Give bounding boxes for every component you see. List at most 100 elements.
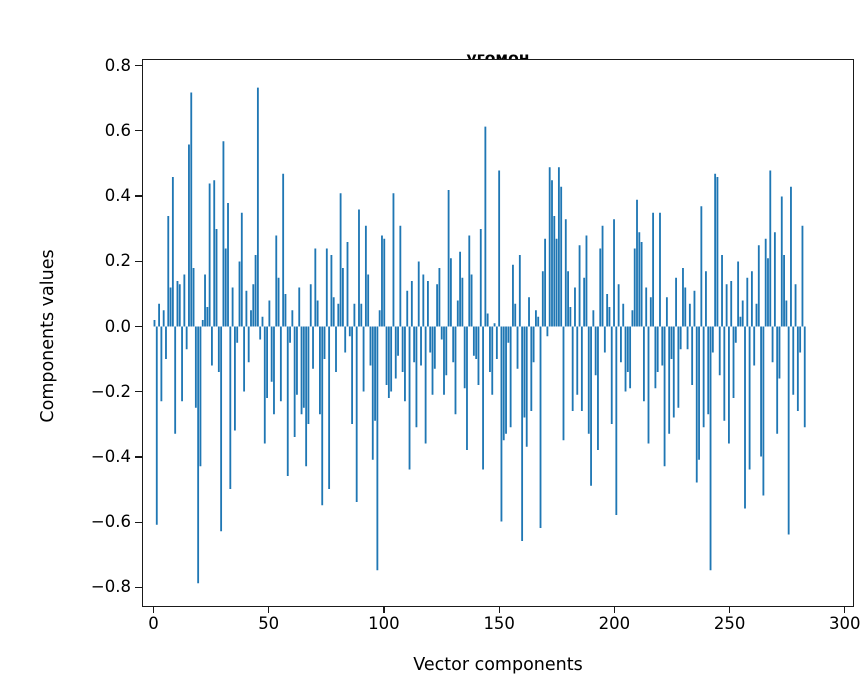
bar	[730, 281, 733, 327]
bar	[583, 277, 586, 327]
bar	[408, 326, 411, 470]
bar	[592, 310, 595, 327]
y-tick-label: 0.4	[104, 185, 131, 205]
bar	[433, 326, 436, 369]
bar	[787, 326, 790, 535]
bar	[523, 326, 526, 418]
bar	[461, 277, 464, 327]
bar	[227, 202, 229, 327]
bar	[551, 180, 553, 327]
x-tick-mark	[844, 606, 846, 613]
y-tick-label: 0.6	[104, 120, 131, 140]
bar	[794, 284, 797, 327]
bar	[369, 326, 372, 366]
bar	[385, 326, 388, 385]
bar	[449, 258, 452, 327]
bar	[512, 264, 514, 327]
bar	[762, 326, 765, 496]
bar	[739, 316, 742, 327]
bar	[585, 235, 588, 327]
bar	[220, 326, 223, 532]
bar	[270, 326, 273, 382]
bar	[427, 281, 429, 327]
x-tick-mark	[498, 606, 500, 613]
bar	[362, 326, 365, 392]
bar	[472, 326, 475, 356]
bar	[390, 326, 393, 392]
y-tick-label: −0.2	[90, 381, 131, 401]
bar	[509, 326, 512, 428]
bar	[578, 245, 581, 327]
y-axis-label: Components values	[38, 249, 58, 423]
bar	[695, 326, 698, 483]
y-tick-label: −0.6	[90, 511, 131, 531]
bar	[282, 173, 285, 327]
bar	[466, 326, 468, 451]
x-tick-mark	[268, 606, 270, 613]
bar	[387, 326, 390, 399]
bar	[732, 326, 735, 399]
bar	[663, 326, 666, 467]
bar	[610, 326, 613, 425]
bar	[495, 326, 498, 360]
bar	[167, 215, 170, 327]
bar	[273, 326, 275, 415]
y-tick-mark	[135, 130, 142, 132]
bar	[489, 326, 491, 373]
bar	[468, 235, 471, 327]
bar	[647, 326, 650, 444]
bar	[502, 326, 505, 441]
bar	[792, 326, 795, 395]
bar	[534, 310, 537, 327]
bar	[594, 326, 597, 376]
bar	[160, 326, 163, 402]
bar	[702, 326, 705, 428]
bar	[197, 326, 200, 584]
bar	[516, 326, 519, 369]
bar	[252, 284, 255, 327]
bar	[401, 326, 404, 373]
bar	[707, 326, 710, 415]
bar	[799, 326, 802, 353]
bar	[654, 326, 657, 389]
bar	[367, 274, 370, 327]
bar	[659, 212, 661, 327]
bar	[213, 180, 216, 327]
bar	[371, 326, 374, 460]
bar	[700, 206, 703, 327]
bar	[206, 306, 209, 327]
x-tick-label: 250	[713, 614, 746, 633]
bar	[665, 297, 668, 327]
bar	[236, 326, 239, 343]
y-tick-label: −0.8	[90, 577, 131, 597]
bar	[245, 290, 248, 327]
bar	[548, 167, 551, 327]
bar	[222, 141, 225, 327]
bar	[590, 326, 592, 486]
x-tick-label: 200	[598, 614, 631, 633]
y-tick-mark	[135, 64, 142, 67]
bar	[215, 229, 218, 327]
bar	[783, 254, 785, 327]
bar	[649, 297, 652, 327]
bar	[553, 215, 556, 327]
bar	[284, 294, 287, 327]
bar	[238, 261, 241, 327]
bar	[261, 316, 264, 327]
bar	[505, 326, 507, 434]
bar	[194, 326, 197, 408]
bar	[341, 267, 344, 327]
bar	[240, 212, 243, 327]
bar	[500, 326, 503, 522]
bar	[429, 326, 432, 353]
bar	[358, 209, 360, 327]
bar	[507, 326, 510, 343]
bar	[790, 186, 792, 327]
y-tick-label: 0.2	[104, 250, 131, 270]
bar	[328, 326, 331, 490]
bar	[656, 326, 659, 373]
bar	[445, 326, 448, 376]
y-tick-mark	[135, 260, 142, 262]
bar	[746, 277, 749, 327]
bar	[277, 277, 280, 327]
